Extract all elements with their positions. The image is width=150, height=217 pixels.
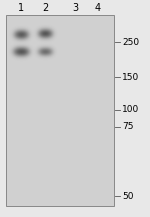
Text: 4: 4 [94, 3, 100, 13]
Text: 250: 250 [122, 38, 139, 47]
Text: 100: 100 [122, 105, 140, 114]
Text: 75: 75 [122, 122, 134, 132]
Bar [6, 15, 114, 206]
Text: 150: 150 [122, 72, 140, 82]
Text: 3: 3 [72, 3, 78, 13]
Text: 1: 1 [18, 3, 24, 13]
Text: 50: 50 [122, 192, 134, 201]
Text: 2: 2 [42, 3, 48, 13]
